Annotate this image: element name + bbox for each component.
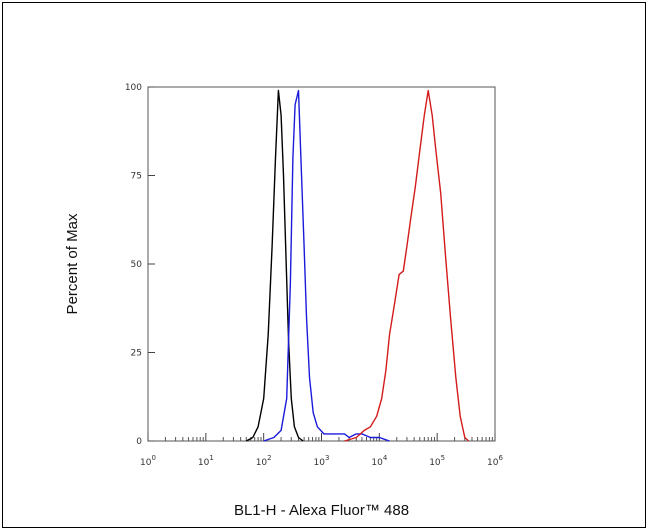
x-tick-label: 105	[429, 454, 445, 468]
series-line-3	[344, 89, 470, 442]
x-major-ticks: 100 101 102 103 104 105 106	[140, 433, 503, 468]
x-tick-label: 106	[487, 454, 503, 468]
series-line-2	[263, 89, 390, 442]
x-tick-label: 102	[256, 454, 272, 468]
x-axis-title: BL1-H - Alexa Fluor™ 488	[234, 502, 409, 519]
x-tick-exponent: 5	[441, 454, 445, 462]
x-tick-base: 10	[314, 458, 326, 468]
x-tick-exponent: 1	[209, 454, 213, 462]
x-tick-label: 101	[198, 454, 214, 468]
x-tick-base: 10	[256, 458, 268, 468]
x-minor-ticks	[164, 437, 493, 441]
x-tick-base: 10	[487, 458, 499, 468]
x-tick-exponent: 0	[151, 454, 155, 462]
x-tick-base: 10	[140, 458, 152, 468]
y-axis-title: Percent of Max	[64, 213, 81, 314]
series-line-1	[245, 89, 304, 442]
x-tick-base: 10	[198, 458, 210, 468]
y-tick-label: 75	[131, 172, 142, 182]
x-tick-exponent: 2	[267, 454, 271, 462]
x-tick-exponent: 4	[383, 454, 388, 462]
series-layer	[245, 89, 470, 442]
x-tick-base: 10	[371, 458, 383, 468]
x-tick-label: 100	[140, 454, 156, 468]
y-tick-label: 100	[125, 83, 142, 93]
x-tick-label: 103	[314, 454, 330, 468]
y-major-ticks: 0 25 50 75 100	[125, 83, 155, 447]
y-tick-label: 50	[131, 260, 143, 270]
x-tick-label: 104	[371, 454, 387, 468]
x-tick-exponent: 3	[325, 454, 329, 462]
plot-area	[147, 86, 496, 442]
y-tick-label: 25	[131, 349, 142, 359]
y-tick-label: 0	[136, 437, 142, 447]
chart-frame	[2, 2, 646, 528]
x-tick-base: 10	[429, 458, 441, 468]
x-tick-exponent: 6	[498, 454, 503, 462]
